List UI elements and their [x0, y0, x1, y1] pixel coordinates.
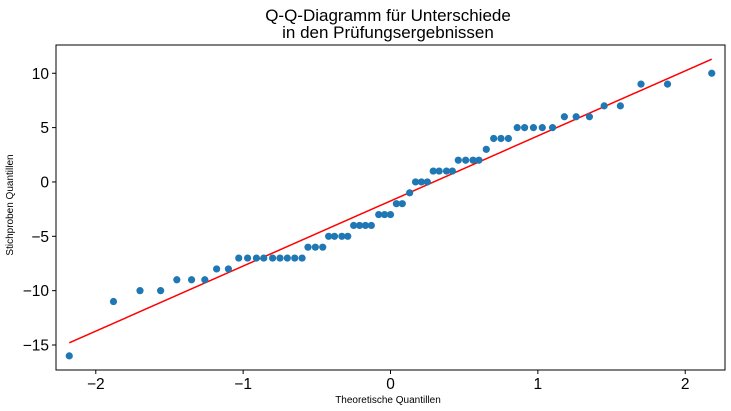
- y-tick-label-1: −10: [23, 283, 50, 300]
- data-point-31: [386, 210, 395, 219]
- data-point-61: [663, 80, 672, 88]
- data-point-20: [319, 243, 327, 251]
- data-point-34: [406, 189, 414, 197]
- data-point-55: [560, 113, 568, 121]
- data-point-26: [355, 221, 364, 230]
- x-tick-label-1: −1: [234, 376, 252, 393]
- data-point-27: [361, 221, 370, 230]
- data-points: [65, 69, 716, 360]
- chart-title-line-1: Q-Q-Diagramm für Unterschiede: [265, 6, 511, 25]
- data-point-57: [585, 113, 594, 121]
- data-point-54: [548, 124, 557, 132]
- data-point-45: [475, 156, 483, 164]
- data-point-4: [173, 276, 181, 284]
- data-point-25: [350, 221, 358, 230]
- data-point-21: [325, 232, 333, 240]
- data-point-62: [708, 69, 716, 77]
- data-point-7: [213, 265, 221, 273]
- data-point-2: [136, 287, 144, 295]
- data-point-50: [513, 124, 521, 132]
- data-point-6: [201, 276, 209, 284]
- data-point-5: [187, 276, 196, 284]
- data-point-36: [417, 178, 426, 186]
- data-point-33: [398, 200, 406, 208]
- data-point-14: [276, 254, 284, 262]
- data-point-24: [344, 232, 352, 240]
- data-point-43: [462, 156, 470, 164]
- x-tick-label-2: 0: [386, 376, 395, 393]
- x-axis-label: Theoretische Quantillen: [335, 395, 441, 406]
- data-point-28: [367, 221, 375, 230]
- plot-area: [56, 45, 725, 370]
- data-point-42: [454, 156, 462, 164]
- data-point-8: [224, 265, 233, 273]
- x-tick-label-3: 1: [534, 376, 543, 393]
- data-point-37: [423, 178, 431, 186]
- x-axis-ticks: −2 −1 0 1 2: [87, 370, 690, 393]
- data-point-10: [243, 254, 252, 262]
- data-point-18: [304, 243, 312, 251]
- y-tick-label-2: −5: [31, 229, 49, 246]
- data-point-60: [637, 80, 645, 88]
- data-point-56: [572, 113, 580, 121]
- data-point-47: [490, 134, 498, 143]
- data-point-17: [298, 254, 306, 262]
- data-point-52: [529, 124, 538, 132]
- data-point-32: [392, 200, 400, 208]
- data-point-53: [538, 124, 546, 132]
- data-point-16: [291, 254, 299, 262]
- y-tick-label-4: 5: [40, 120, 49, 137]
- y-tick-label-5: 10: [32, 66, 50, 83]
- data-point-58: [600, 102, 608, 110]
- y-axis-label: Stichproben Quantillen: [5, 154, 16, 255]
- data-point-19: [311, 243, 319, 251]
- y-axis-ticks: −15 −10 −5 0 5 10: [23, 66, 56, 355]
- data-point-13: [269, 254, 277, 262]
- x-tick-label-4: 2: [681, 376, 690, 393]
- data-point-29: [375, 210, 383, 219]
- plot-frame: [55, 44, 726, 371]
- data-point-51: [520, 124, 529, 132]
- data-point-30: [381, 210, 389, 219]
- x-tick-label-0: −2: [87, 376, 105, 393]
- y-tick-label-0: −15: [23, 338, 49, 355]
- data-point-11: [252, 254, 261, 262]
- data-point-0: [65, 352, 73, 360]
- data-point-1: [109, 297, 118, 306]
- y-tick-label-3: 0: [40, 174, 49, 191]
- data-point-23: [338, 232, 346, 240]
- data-point-59: [616, 102, 624, 110]
- data-point-22: [330, 232, 339, 240]
- data-point-9: [235, 254, 243, 262]
- chart-title-line-2: in den Prüfungsergebnissen: [282, 23, 494, 42]
- data-point-40: [442, 167, 451, 175]
- data-point-35: [411, 178, 420, 186]
- data-point-44: [469, 156, 477, 164]
- data-point-3: [157, 287, 165, 295]
- data-point-48: [497, 134, 505, 143]
- data-point-46: [482, 145, 490, 153]
- data-point-49: [504, 134, 512, 143]
- data-point-38: [429, 167, 437, 175]
- data-point-12: [260, 254, 268, 262]
- data-point-39: [435, 167, 443, 175]
- data-point-15: [283, 254, 291, 262]
- data-point-41: [448, 167, 456, 175]
